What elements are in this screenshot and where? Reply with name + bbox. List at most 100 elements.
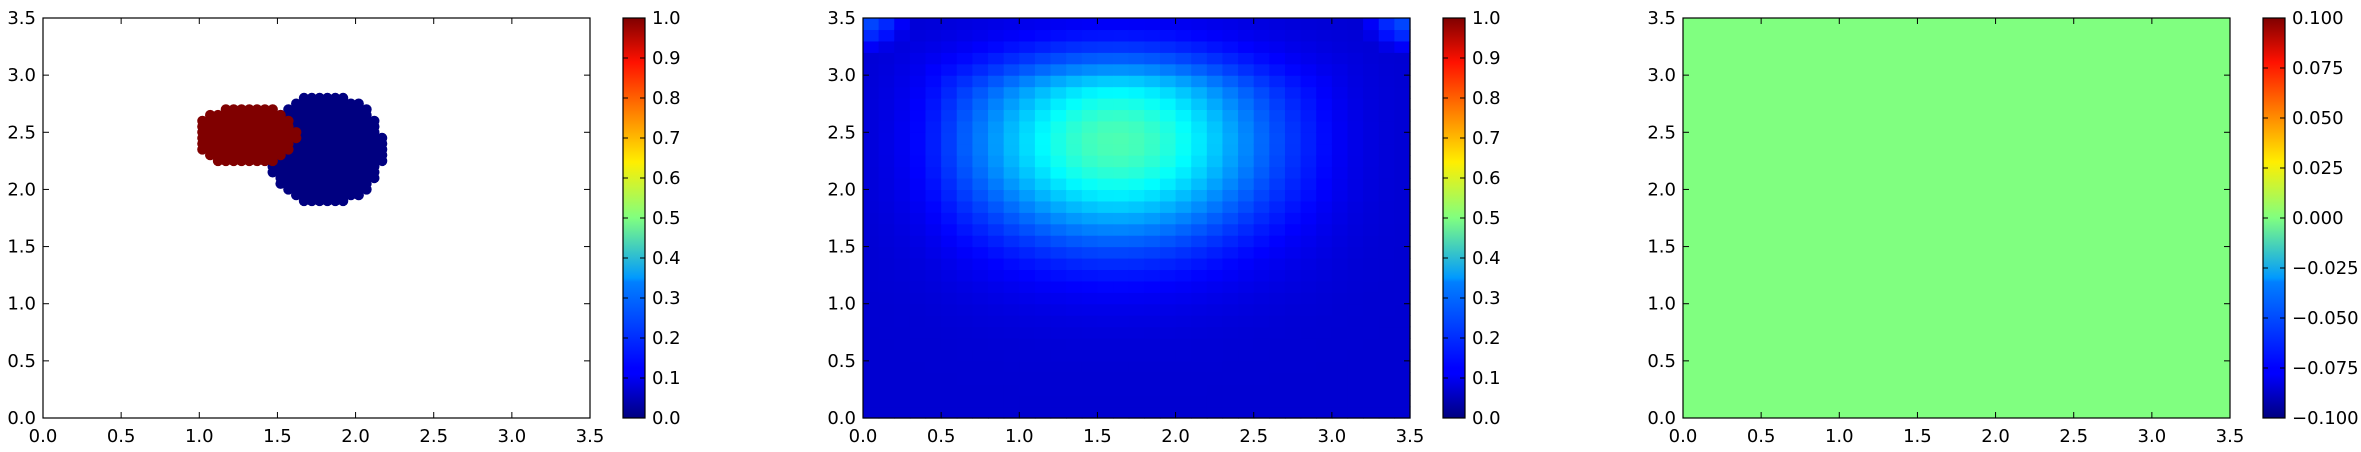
heatmap-cell [988,132,1005,145]
heatmap-cell [1003,395,1020,408]
heatmap-cell [1222,166,1239,179]
heatmap-cell [1253,315,1270,328]
heatmap-cell [972,292,989,305]
heatmap-cell [972,372,989,385]
heatmap-cell [863,246,880,259]
heatmap-cell [1050,132,1067,145]
heatmap-cell [894,372,911,385]
colorbar-tick-label: 0.000 [2292,208,2344,229]
heatmap-cell [1097,120,1114,133]
heatmap-cell [1034,406,1052,419]
heatmap-cell [925,338,942,351]
heatmap-cell [1097,338,1114,351]
heatmap-cell [1097,303,1114,316]
heatmap-cell [1113,189,1130,202]
heatmap-cell [1050,189,1067,202]
heatmap-cell [1206,303,1224,316]
heatmap-cell [1238,52,1255,65]
heatmap-cell [1316,280,1333,293]
heatmap-cell [1034,166,1052,179]
heatmap-cell [878,143,895,156]
heatmap-cell [1222,75,1239,88]
heatmap-cell [1347,18,1364,31]
heatmap-cell [1034,292,1052,305]
heatmap-cell [909,406,927,419]
heatmap-cell [909,383,927,396]
heatmap-cell [1206,120,1224,133]
heatmap-cell [1238,303,1255,316]
heatmap-cell [1128,326,1145,339]
heatmap-cell [1003,29,1020,42]
heatmap-cell [1050,29,1067,42]
heatmap-cell [1206,326,1224,339]
heatmap-cell [1253,166,1270,179]
x-tick-label: 0.5 [927,426,956,447]
heatmap-cell [1222,372,1239,385]
heatmap-cell [1300,132,1317,145]
heatmap-cell [988,223,1005,236]
heatmap-cell [1378,200,1395,213]
heatmap-cell [1097,223,1114,236]
heatmap-cell [1019,315,1036,328]
colorbar: 0.0 0.1 0.2 0.3 0.4 0.5 0.6 0.7 0.8 0.9 1.0 [622,8,681,429]
heatmap-cell [1253,258,1270,271]
heatmap-cell [1144,280,1161,293]
heatmap-cell [1238,292,1255,305]
heatmap-cell [1113,18,1130,31]
heatmap-cell [878,189,895,202]
heatmap-cell [1363,29,1380,42]
heatmap-cell [1316,326,1333,339]
heatmap-cell [1159,40,1177,53]
heatmap-cell [956,18,973,31]
heatmap-cell [1316,212,1333,225]
heatmap-cell [941,132,958,145]
heatmap-cell [1206,292,1224,305]
heatmap-cell [909,120,927,133]
heatmap-cell [1238,132,1255,145]
heatmap-cell [1284,326,1302,339]
heatmap-cell [1394,303,1411,316]
heatmap-cell [1081,40,1099,53]
heatmap-cell [1113,280,1130,293]
heatmap-cell [894,86,911,99]
heatmap-cell [1097,86,1114,99]
heatmap-cell [1253,223,1270,236]
heatmap-cell [1300,395,1317,408]
heatmap-cell [1363,109,1380,122]
heatmap-cell [1128,75,1145,88]
heatmap-cell [1081,98,1099,111]
colorbar-tick-label: 1.0 [652,8,681,29]
heatmap-cell [1081,372,1099,385]
heatmap-cell [1159,383,1177,396]
heatmap-cell [1081,52,1099,65]
y-tick-label: 3.5 [1647,8,1676,29]
heatmap-cell [1316,98,1333,111]
heatmap-cell [1191,29,1208,42]
heatmap-cell [878,52,895,65]
heatmap-cell [1363,40,1380,53]
heatmap-cell [894,75,911,88]
heatmap-cell [1269,303,1286,316]
heatmap-cell [1206,189,1224,202]
heatmap-cell [1113,143,1130,156]
heatmap-cell [1316,120,1333,133]
heatmap-cell [878,75,895,88]
heatmap-cell [1206,132,1224,145]
heatmap-cell [909,258,927,271]
heatmap-cell [1050,326,1067,339]
scatter-point [345,98,357,109]
heatmap-cell [1003,269,1020,282]
heatmap-cell [1394,372,1411,385]
heatmap-cell [1066,178,1083,191]
heatmap-cell [1191,395,1208,408]
heatmap-cell [1097,315,1114,328]
heatmap-cell [1034,109,1052,122]
y-tick-label: 1.5 [827,237,856,258]
panel-3-heatmap: 0.0 0.5 1.0 1.5 2.0 2.5 3.0 3.5 0.0 0.5 1.0 1.5 2.0 2… [1647,8,2358,447]
heatmap-cell [1034,246,1052,259]
heatmap-cell [1003,166,1020,179]
heatmap-cell [941,258,958,271]
heatmap-cell [894,132,911,145]
heatmap-cell [909,372,927,385]
heatmap-cell [1019,120,1036,133]
